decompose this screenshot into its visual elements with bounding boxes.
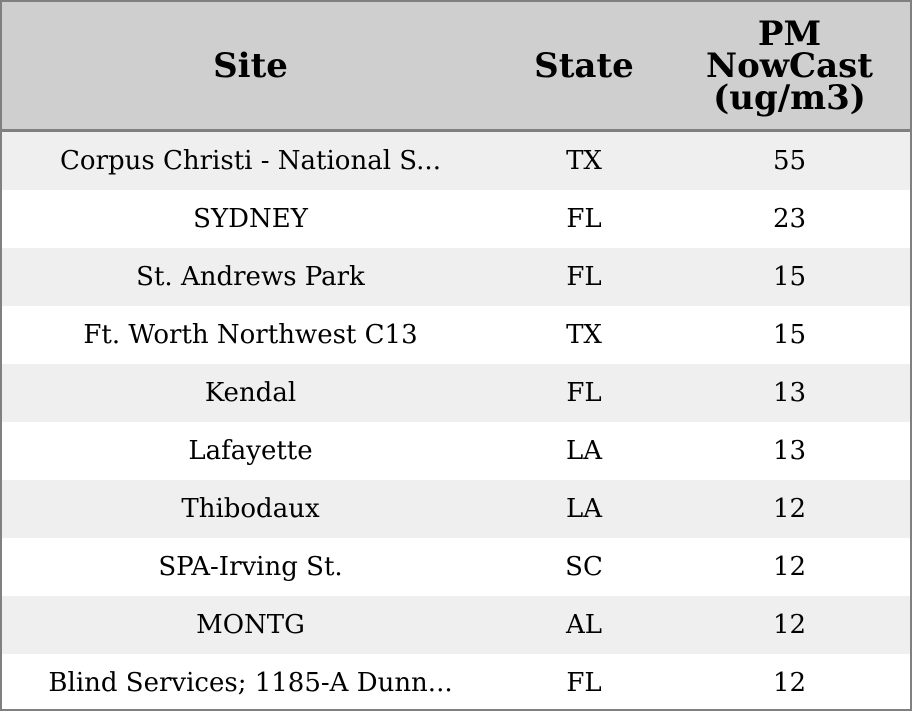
cell-pm-value: 55: [669, 130, 910, 190]
cell-site: SPA-Irving St.: [2, 538, 499, 596]
cell-state: FL: [499, 248, 669, 306]
header-state: State: [499, 2, 669, 132]
cell-site: St. Andrews Park: [2, 248, 499, 306]
table-row: Lafayette LA 13: [2, 422, 910, 480]
header-pm-nowcast: PM NowCast (ug/m3): [669, 2, 910, 132]
cell-state: AL: [499, 596, 669, 654]
cell-state: LA: [499, 480, 669, 538]
table-body: Corpus Christi - National S... TX 55 SYDNEY…: [2, 130, 910, 709]
cell-state: FL: [499, 654, 669, 709]
cell-state: FL: [499, 364, 669, 422]
cell-pm-value: 13: [669, 422, 910, 480]
cell-site: MONTG: [2, 596, 499, 654]
cell-state: SC: [499, 538, 669, 596]
header-site: Site: [2, 2, 499, 132]
table-row: SPA-Irving St. SC 12: [2, 538, 910, 596]
table-row: Kendal FL 13: [2, 364, 910, 422]
table-row: St. Andrews Park FL 15: [2, 248, 910, 306]
header-pm-nowcast-line3: (ug/m3): [713, 77, 866, 118]
cell-site: SYDNEY: [2, 190, 499, 248]
cell-site: Corpus Christi - National S...: [2, 130, 499, 190]
header-pm-nowcast-line1: PM: [757, 13, 822, 54]
table-header: Site State PM NowCast (ug/m3): [2, 2, 910, 132]
cell-pm-value: 12: [669, 538, 910, 596]
cell-site: Lafayette: [2, 422, 499, 480]
header-pm-nowcast-line2: NowCast: [706, 45, 873, 86]
cell-pm-value: 15: [669, 248, 910, 306]
cell-pm-value: 12: [669, 596, 910, 654]
table-row: MONTG AL 12: [2, 596, 910, 654]
table-row: Thibodaux LA 12: [2, 480, 910, 538]
cell-site: Blind Services; 1185-A Dunn...: [2, 654, 499, 709]
cell-site: Ft. Worth Northwest C13: [2, 306, 499, 364]
header-row: Site State PM NowCast (ug/m3): [2, 2, 910, 132]
table-row: Ft. Worth Northwest C13 TX 15: [2, 306, 910, 364]
cell-pm-value: 23: [669, 190, 910, 248]
cell-site: Kendal: [2, 364, 499, 422]
cell-site: Thibodaux: [2, 480, 499, 538]
cell-state: FL: [499, 190, 669, 248]
cell-pm-value: 12: [669, 480, 910, 538]
cell-state: TX: [499, 306, 669, 364]
cell-pm-value: 15: [669, 306, 910, 364]
cell-state: TX: [499, 130, 669, 190]
table-row: Blind Services; 1185-A Dunn... FL 12: [2, 654, 910, 709]
cell-pm-value: 12: [669, 654, 910, 709]
table-row: Corpus Christi - National S... TX 55: [2, 130, 910, 190]
cell-state: LA: [499, 422, 669, 480]
cell-pm-value: 13: [669, 364, 910, 422]
table-row: SYDNEY FL 23: [2, 190, 910, 248]
